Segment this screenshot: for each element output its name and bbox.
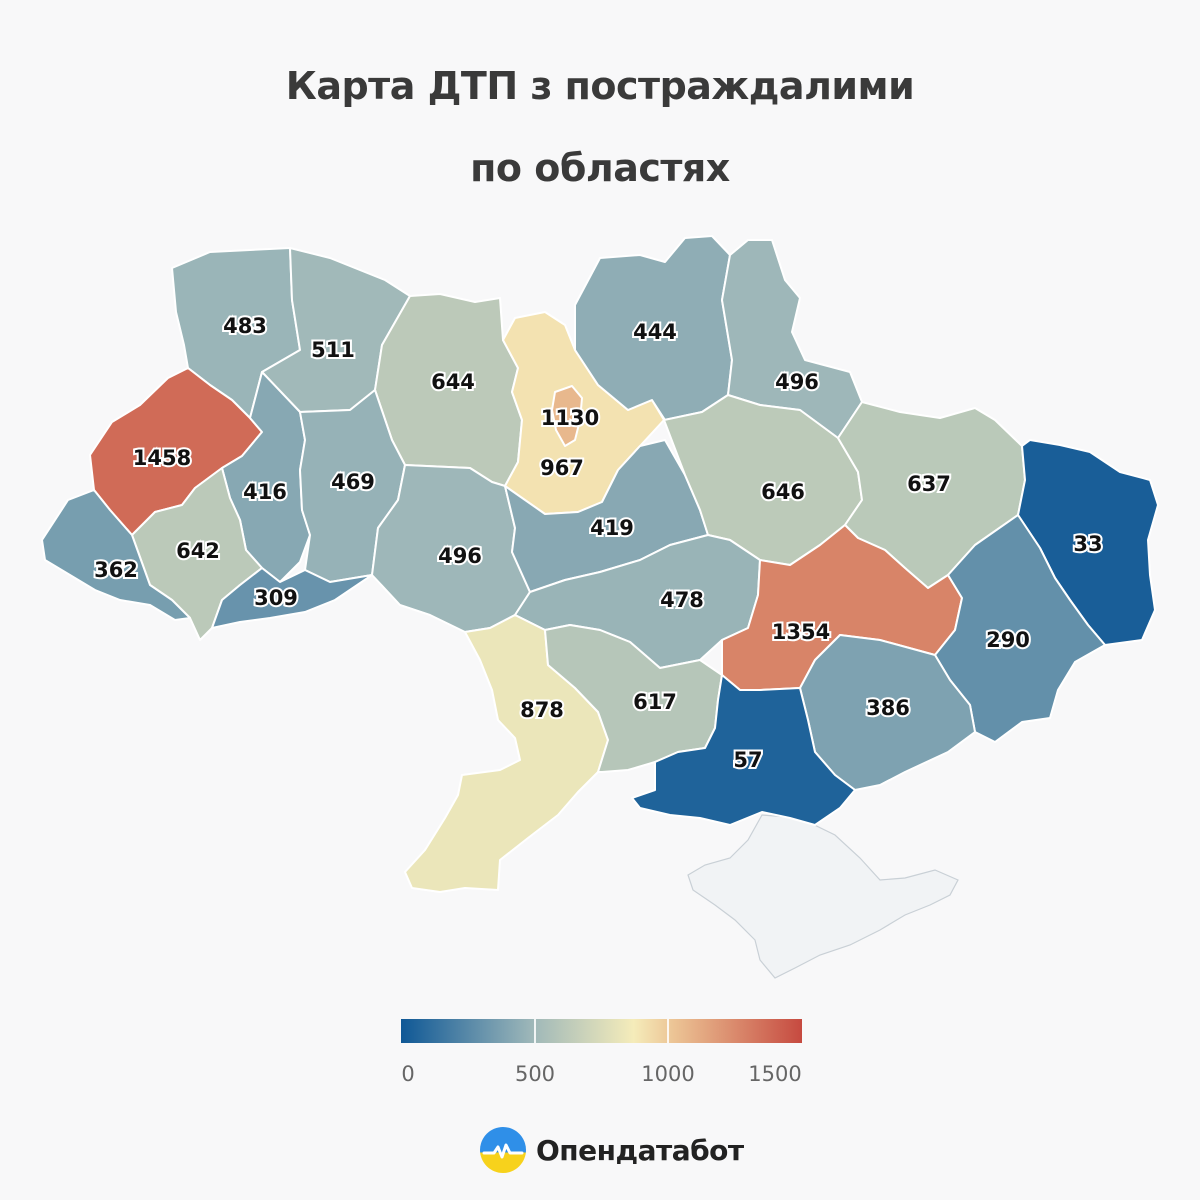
region-crimea [687,814,959,979]
value-label-khmelnytskyi: 469 [331,470,375,494]
region-kyiv-city[interactable] [551,385,583,447]
value-label-luhansk: 33 [1073,532,1102,556]
value-label-ternopil: 416 [243,480,287,504]
value-label-donetsk: 290 [986,628,1030,652]
value-label-dnipropetrovsk: 1354 [772,620,830,644]
value-label-ivano-frankivsk: 642 [176,539,220,563]
value-label-chernivtsi: 309 [254,586,298,610]
value-label-cherkasy: 419 [590,516,634,540]
opendatabot-logo: Опендатабот [480,1127,744,1173]
legend-tick-label-0: 0 [401,1062,415,1086]
map-title-line-1: Карта ДТП з постраждалими [285,64,915,108]
color-scale-legend [401,1019,802,1043]
value-label-zakarpattia: 362 [94,558,138,582]
opendatabot-logo-icon [480,1127,526,1173]
value-label-volyn: 483 [223,314,267,338]
value-label-kherson: 57 [733,748,762,772]
value-label-zaporizhzhia: 386 [866,696,910,720]
value-label-vinnytsia: 496 [438,544,482,568]
map-title-line-2: по областях [470,146,730,190]
value-labels: 483 511 644 967 1130 444 496 1458 416 469 642 362 30… [92,312,1105,774]
region-zakarpattia[interactable] [41,489,191,621]
value-label-chernihiv: 444 [633,320,677,344]
value-label-kirovohrad: 478 [660,588,704,612]
value-label-lviv: 1458 [133,446,191,470]
value-label-mykolaiv: 617 [633,690,677,714]
legend-tick-label-500: 500 [514,1062,556,1086]
region-kherson[interactable] [631,674,856,826]
value-label-sumy: 496 [775,370,819,394]
legend-tick-label-1000: 1000 [641,1062,695,1086]
legend-tick-line-500 [534,1019,536,1043]
legend-tick-line-1000 [667,1019,669,1043]
value-label-rivne: 511 [311,338,355,362]
opendatabot-logo-text: Опендатабот [536,1133,744,1167]
value-label-kyiv-city: 1130 [541,406,599,430]
value-label-kyiv-oblast: 967 [540,456,584,480]
value-label-poltava: 646 [761,480,805,504]
value-label-zhytomyr: 644 [431,370,475,394]
value-label-kharkiv: 637 [907,472,951,496]
region-sumy[interactable] [721,239,863,439]
legend-tick-label-1500: 1500 [748,1062,802,1086]
value-label-odesa: 878 [520,698,564,722]
region-chernivtsi[interactable] [211,567,373,629]
